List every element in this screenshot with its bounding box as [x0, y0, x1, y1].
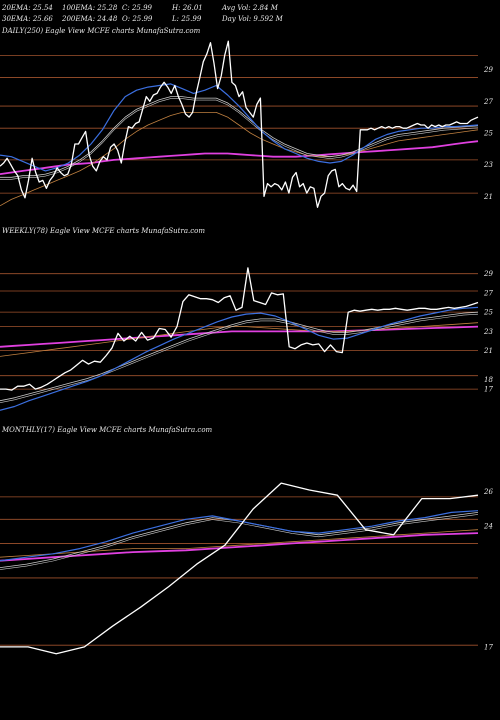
y-tick-label-2: 25 — [483, 129, 493, 137]
y-tick-label-5: 18 — [484, 376, 493, 384]
ema20-line — [0, 510, 479, 562]
weekly-chart-title: WEEKLY(78) Eagle View MCFE charts Munafa… — [2, 227, 205, 235]
ema20-readout: 20EMA: 25.54 — [1, 4, 53, 12]
y-tick-label-1: 27 — [483, 98, 493, 106]
y-tick-label-4: 21 — [483, 193, 493, 201]
monthly-chart-panel: MONTHLY(17) Eagle View MCFE charts Munaf… — [0, 426, 493, 655]
price-line — [0, 482, 479, 655]
indicator-header: 20EMA: 25.54 100EMA: 25.28 C: 25.99 H: 2… — [1, 4, 284, 23]
open-readout: O: 25.99 — [122, 15, 153, 23]
y-tick-label-0: 29 — [483, 270, 493, 278]
y-tick-label-2: 25 — [483, 309, 493, 317]
y-tick-label-1: 27 — [483, 289, 493, 297]
ema200-line — [0, 140, 479, 175]
ema30-line — [0, 311, 479, 402]
y-tick-label-3: 23 — [483, 328, 493, 336]
y-tick-label-2: 17 — [484, 643, 493, 651]
price-line — [0, 40, 479, 208]
ema100-line — [0, 112, 479, 207]
price-line — [0, 267, 479, 391]
daily-chart-title: DAILY(250) Eagle View MCFE charts Munafa… — [1, 27, 201, 35]
low-readout: L: 25.99 — [171, 15, 202, 23]
monthly-chart-title: MONTHLY(17) Eagle View MCFE charts Munaf… — [1, 426, 213, 434]
weekly-chart-panel: WEEKLY(78) Eagle View MCFE charts Munafa… — [0, 227, 493, 411]
high-readout: H: 26.01 — [171, 4, 203, 12]
ema200-core-line — [0, 140, 479, 175]
ema30-line — [0, 96, 479, 178]
ema200-line — [0, 325, 479, 348]
day-vol-readout: Day Vol: 9.592 M — [221, 15, 284, 23]
ema100-readout: 100EMA: 25.28 — [62, 4, 118, 12]
y-tick-label-4: 21 — [483, 347, 493, 355]
close-readout: C: 25.99 — [122, 4, 153, 12]
ema200-readout: 200EMA: 24.48 — [61, 15, 118, 23]
ema30-shadow-line — [0, 313, 479, 403]
y-tick-label-0: 26 — [483, 488, 493, 496]
ema30-shadow-line — [0, 98, 479, 180]
ema20-line — [0, 83, 479, 172]
ema20-line — [0, 306, 479, 411]
y-tick-label-3: 23 — [483, 161, 493, 169]
ema100-line — [0, 322, 479, 357]
ema30-shadow-line — [0, 514, 479, 570]
avg-vol-readout: Avg Vol: 2.84 M — [221, 4, 279, 12]
daily-chart-panel: DAILY(250) Eagle View MCFE charts Munafa… — [0, 27, 493, 208]
ema30-readout: 30EMA: 25.66 — [2, 15, 53, 23]
ema200-line — [0, 532, 479, 562]
y-tick-label-0: 29 — [483, 66, 493, 74]
y-tick-label-6: 17 — [484, 386, 493, 394]
y-tick-label-1: 24 — [483, 523, 493, 531]
